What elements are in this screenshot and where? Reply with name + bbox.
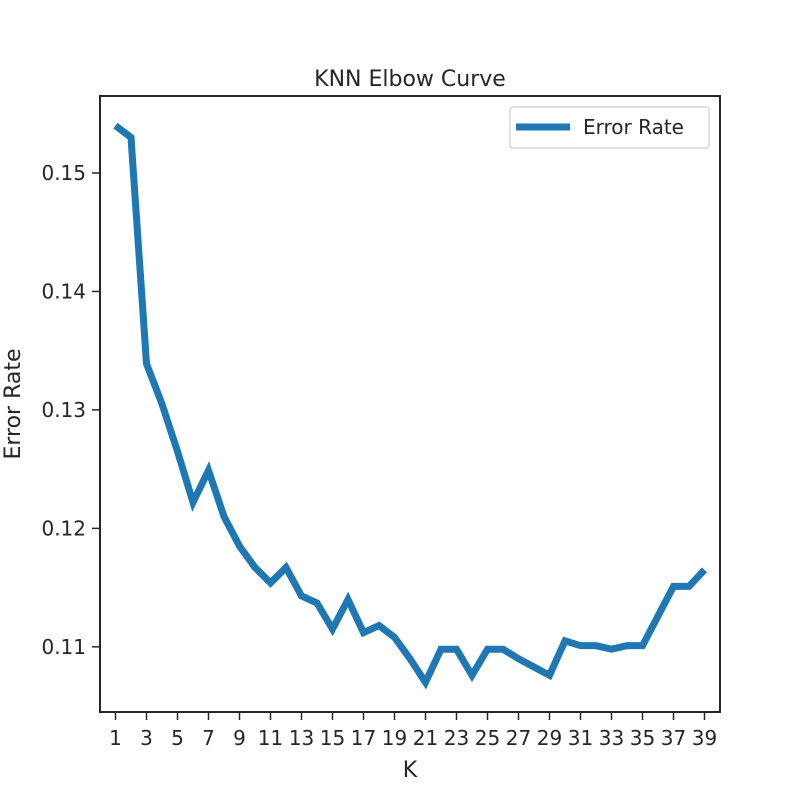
x-tick-label: 11 [258,726,283,750]
x-tick-label: 21 [413,726,438,750]
x-tick-label: 1 [109,726,122,750]
y-tick-label: 0.11 [41,635,86,659]
x-tick-label: 23 [444,726,469,750]
x-tick-label: 25 [475,726,500,750]
y-tick-label: 0.12 [41,516,86,540]
x-tick-label: 15 [320,726,345,750]
legend-box [509,106,710,149]
plot-area: 1 3 5 7 9 11 13 15 17 19 21 23 25 27 29 31 33 35 37 390.110… [41,95,721,750]
x-tick-label: 3 [140,726,153,750]
y-tick-label: 0.14 [41,279,86,303]
x-tick-label: 27 [506,726,531,750]
x-tick-label: 39 [692,726,717,750]
x-tick-label: 35 [630,726,655,750]
legend-label-error-rate: Error Rate [583,115,684,139]
y-axis-label: Error Rate [1,348,26,459]
y-tick-label: 0.13 [41,398,86,422]
x-tick-label: 13 [289,726,314,750]
y-tick-label: 0.15 [41,161,86,185]
x-tick-label: 31 [568,726,593,750]
legend: Error Rate [509,106,710,149]
x-tick-label: 5 [171,726,184,750]
x-tick-label: 9 [233,726,246,750]
x-tick-label: 33 [599,726,624,750]
x-axis-label: K [403,758,418,783]
axes-frame [99,95,721,713]
x-tick-label: 17 [351,726,376,750]
x-tick-label: 7 [202,726,215,750]
x-tick-label: 37 [661,726,686,750]
chart-title: KNN Elbow Curve [314,67,506,92]
x-tick-label: 19 [382,726,407,750]
x-tick-label: 29 [537,726,562,750]
series-line-error-rate [113,122,708,690]
